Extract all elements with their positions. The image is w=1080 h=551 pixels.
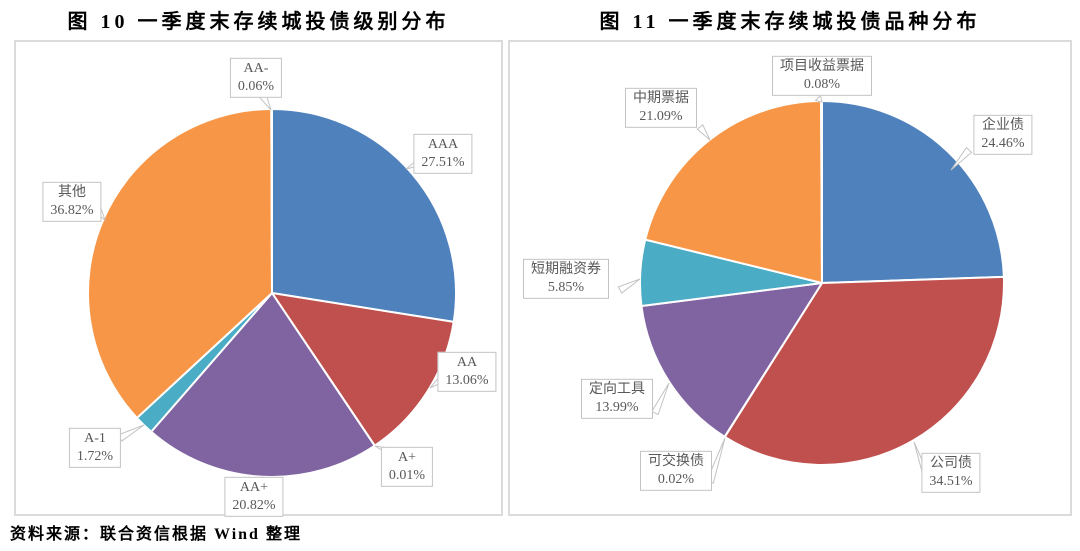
pie-slice-callout: AAA 27.51% xyxy=(413,133,473,175)
callout-leader-line xyxy=(696,124,711,141)
pie-slice-callout: AA+ 20.82% xyxy=(224,476,284,518)
pie-slice-value: 20.82% xyxy=(232,498,276,513)
pie-slice-callout: 可交换债 0.02% xyxy=(640,450,712,492)
pie-slice-callout: A+ 0.01% xyxy=(380,446,434,488)
data-source-note: 资料来源：联合资信根据 Wind 整理 xyxy=(10,526,302,543)
pie-slice xyxy=(271,292,455,447)
pie-slice-label: 项目收益票据 xyxy=(780,58,864,74)
pie-slice-label: A+ xyxy=(397,449,417,465)
pie-slice xyxy=(821,100,1005,284)
callout-leader-line xyxy=(617,278,641,294)
figure11-title: 图 11 一季度末存续城投债品种分布 xyxy=(599,11,981,33)
pie-slice xyxy=(150,292,376,478)
pie-slice xyxy=(820,99,823,284)
pie-slice-label: AAA xyxy=(427,136,459,152)
pie-slice xyxy=(723,275,1005,466)
pie-chart-bond-type-distribution: 企业债 24.46% 公司债 34.51% 可交换债 0.02% 定向工具 13.99% 短期融… xyxy=(508,40,1072,516)
pie-slice xyxy=(87,108,273,419)
pie-slice-value: 0.02% xyxy=(657,472,695,487)
pie-slice-value: 5.85% xyxy=(547,280,585,295)
pie-svg xyxy=(87,93,457,486)
pie-slice-callout: 短期融资券 5.85% xyxy=(523,258,609,300)
callout-leader-line xyxy=(651,382,670,416)
pie-slice-callout: 其他 36.82% xyxy=(42,181,102,223)
callout-leader-line xyxy=(950,146,973,171)
pie-slice-value: 34.51% xyxy=(929,474,973,489)
pie-slice-callout: 公司债 34.51% xyxy=(921,452,981,494)
pie-slice-label: 公司债 xyxy=(929,455,972,471)
pie-slice-value: 13.06% xyxy=(445,373,489,388)
pie-slice-value: 0.06% xyxy=(237,79,275,94)
pie-slice-label: 中期票据 xyxy=(633,90,689,106)
pie-chart-rating-distribution: AAA 27.51% AA 13.06% A+ 0.01% AA+ 20.82% A-1 1.72… xyxy=(14,40,503,518)
pie-slice-callout: 企业债 24.46% xyxy=(973,114,1033,156)
pie-slice-value: 24.46% xyxy=(981,136,1025,151)
callout-leader-line xyxy=(814,94,823,103)
pie-slice-label: 其他 xyxy=(57,184,86,200)
pie-slice-label: 短期融资券 xyxy=(531,261,601,277)
pie-slice-value: 27.51% xyxy=(421,155,465,170)
pie-slice-value: 0.01% xyxy=(388,468,426,483)
pie-slice-label: AA xyxy=(456,354,478,370)
pie-slice-value: 0.08% xyxy=(803,77,841,92)
pie-slice-label: AA+ xyxy=(239,479,269,495)
pie-slice-label: 定向工具 xyxy=(589,381,645,397)
pie-slice-label: 可交换债 xyxy=(648,453,704,469)
pie-slice xyxy=(271,108,457,323)
pie-slice xyxy=(640,282,823,438)
pie-slice-callout: AA- 0.06% xyxy=(229,57,283,99)
figure10-title: 图 10 一季度末存续城投债级别分布 xyxy=(67,11,450,33)
pie-slice-label: A-1 xyxy=(84,430,106,446)
pie-slice-callout: 中期票据 21.09% xyxy=(625,87,697,129)
pie-slice-value: 13.99% xyxy=(595,400,639,415)
pie-slice xyxy=(270,107,273,294)
pie-slice-value: 21.09% xyxy=(639,109,683,124)
pie-slice-callout: 定向工具 13.99% xyxy=(581,378,653,420)
callout-leader-line xyxy=(117,424,145,442)
pie-slice-value: 36.82% xyxy=(50,203,94,218)
pie-slice-callout: AA 13.06% xyxy=(437,351,497,393)
pie-slice-value: 1.72% xyxy=(76,449,114,464)
pie-svg xyxy=(617,94,1005,486)
pie-slice-callout: A-1 1.72% xyxy=(68,427,122,469)
pie-slice-label: 企业债 xyxy=(981,117,1024,133)
pie-slice-label: AA- xyxy=(243,60,269,76)
pie-slice-callout: 项目收益票据 0.08% xyxy=(772,55,872,97)
